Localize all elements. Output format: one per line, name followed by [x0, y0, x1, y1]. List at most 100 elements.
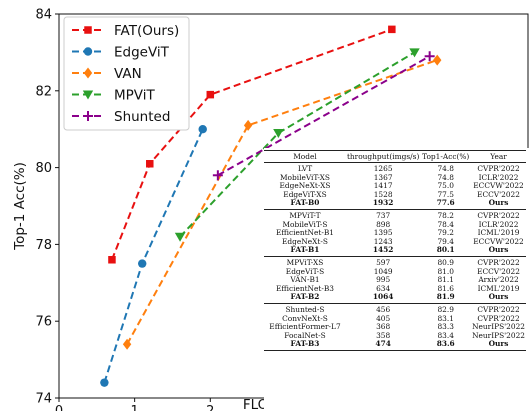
table-cell-year: CVPR'2022 — [477, 257, 520, 267]
y-tick-label: 78 — [35, 238, 52, 253]
table-cell-model: MPViT-XS — [286, 257, 324, 267]
table-cell-year: Ours — [471, 199, 526, 210]
table-row: FAT-B3 474 83.6 Ours — [264, 339, 526, 351]
data-point-edgevit — [100, 378, 109, 387]
table-cell-acc: 74.8 — [437, 164, 454, 173]
table-row: FocalNet-S 358 83.4 NeurIPS'2022 — [264, 330, 526, 341]
table-row: Shunted-S 456 82.9 CVPR'2022 — [264, 303, 526, 314]
table-header-year: Year — [471, 150, 526, 163]
table-cell-model: ConvNeXt-S — [282, 313, 328, 323]
y-tick-label: 76 — [35, 315, 52, 330]
table-cell-year: ECCV'2022 — [477, 189, 520, 199]
table-cell-model: EdgeViT-XS — [283, 189, 327, 199]
y-axis-label: Top-1 Acc(%) — [12, 162, 28, 251]
legend: FAT(Ours) EdgeViT VAN MPViT Shunted — [63, 16, 190, 131]
table-cell-year: CVPR'2022 — [477, 313, 520, 323]
table-cell-year: ECCV'2022 — [477, 266, 520, 276]
table-cell-model: EfficientNet-B3 — [275, 283, 334, 293]
table-cell-throughput: 737 — [376, 210, 391, 220]
table-cell-model: MPViT-T — [289, 210, 321, 220]
data-point-mpvit — [409, 48, 420, 58]
table-cell-throughput: 405 — [376, 313, 391, 323]
table-cell-throughput: 1395 — [373, 228, 393, 238]
table-cell-acc: 77.6 — [420, 199, 472, 210]
table-cell-model: FAT-B1 — [264, 246, 346, 257]
table-cell-year: NeurIPS'2022 — [472, 330, 525, 340]
data-point-edgevit — [138, 259, 147, 268]
table-cell-throughput: 898 — [376, 219, 391, 229]
data-point-fat-ours — [206, 90, 215, 99]
table-row: FAT-B1 1452 80.1 Ours — [264, 246, 526, 257]
table-cell-throughput: 1528 — [373, 189, 393, 199]
data-point-van — [243, 119, 253, 131]
table-row: FAT-B2 1064 81.9 Ours — [264, 292, 526, 304]
data-point-van — [122, 338, 132, 350]
table-cell-year: ECCVW'2022 — [473, 236, 524, 246]
y-tick-label: 80 — [35, 161, 52, 176]
table-row: FAT-B0 1932 77.6 Ours — [264, 199, 526, 210]
table-row: MobileViT-XS 1367 74.8 ICLR'2022 — [264, 172, 526, 183]
table-cell-model: EfficientFormer-L7 — [269, 322, 341, 332]
table-cell-acc: 81.0 — [437, 266, 454, 276]
table-row: MobileViT-S 898 78.4 ICLR'2022 — [264, 219, 526, 230]
table-row: EdgeNeXt-XS 1417 75.0 ECCVW'2022 — [264, 182, 526, 191]
table-cell-acc: 82.9 — [437, 304, 454, 314]
table-cell-model: EdgeNeXt-XS — [279, 181, 331, 191]
table-cell-model: FAT-B3 — [264, 339, 346, 351]
table-cell-year: CVPR'2022 — [477, 304, 520, 314]
table-row: EfficientNet-B3 634 81.6 ICML'2019 — [264, 283, 526, 294]
table-cell-throughput: 1064 — [345, 292, 421, 304]
table-header-throughput: throughput(imgs/s) — [345, 150, 421, 163]
table-cell-throughput: 1265 — [373, 164, 393, 173]
table-cell-acc: 80.1 — [420, 246, 472, 257]
table-header-model: Model — [264, 150, 346, 163]
table-cell-acc: 81.6 — [437, 283, 454, 293]
legend-marker-shunted — [83, 111, 93, 121]
table-cell-year: Ours — [471, 339, 526, 351]
table-cell-year: ECCVW'2022 — [473, 181, 524, 191]
series-line-mpvit — [179, 51, 416, 238]
legend-marker-mpvit — [82, 90, 94, 100]
table-cell-model: MobileViT-S — [282, 219, 328, 229]
data-point-mpvit — [273, 129, 284, 139]
table-cell-year: Arxiv'2022 — [478, 275, 519, 285]
data-point-fat-ours — [146, 160, 154, 168]
y-tick-label: 82 — [35, 84, 52, 99]
table-header-row: Model throughput(imgs/s) Top1-Acc(%) Yea… — [264, 150, 526, 163]
table-cell-throughput: 634 — [376, 283, 391, 293]
table-row: LVT 1265 74.8 CVPR'2022 — [264, 163, 526, 174]
table-cell-model: FAT-B2 — [264, 292, 346, 304]
table-cell-throughput: 1367 — [373, 172, 393, 182]
data-point-shunted — [212, 170, 223, 181]
table-cell-model: LVT — [297, 164, 313, 173]
x-tick-label: 2 — [206, 404, 214, 411]
table-cell-acc: 81.1 — [437, 275, 454, 285]
table-cell-year: ICML'2019 — [477, 283, 520, 293]
x-tick-label: 1 — [131, 404, 139, 411]
table-cell-acc: 79.4 — [437, 236, 454, 246]
table-row: EdgeViT-XS 1528 77.5 ECCV'2022 — [264, 189, 526, 200]
table-cell-acc: 79.2 — [437, 228, 454, 238]
series-line-edgevit — [103, 128, 204, 383]
series-line-shunted — [217, 55, 431, 177]
data-point-edgevit — [198, 125, 207, 134]
table-cell-model: MobileViT-XS — [279, 172, 330, 182]
y-tick-label: 74 — [35, 392, 52, 407]
table-row: EfficientNet-B1 1395 79.2 ICML'2019 — [264, 229, 526, 238]
table-cell-year: NeurIPS'2022 — [472, 322, 525, 332]
data-point-fat-ours — [388, 25, 396, 34]
table-cell-throughput: 1243 — [373, 236, 393, 246]
table-cell-year: CVPR'2022 — [477, 210, 520, 220]
legend-label-edgevit: EdgeViT — [114, 45, 170, 61]
table-cell-acc: 77.5 — [437, 189, 454, 199]
table-header-acc: Top1-Acc(%) — [420, 150, 472, 163]
data-point-mpvit — [174, 232, 186, 242]
table-cell-year: ICLR'2022 — [478, 172, 519, 182]
table-cell-acc: 74.8 — [437, 172, 454, 182]
table-cell-throughput: 474 — [345, 339, 421, 351]
legend-label-fat-ours: FAT(Ours) — [114, 23, 179, 39]
table-cell-year: ICLR'2022 — [478, 219, 519, 229]
table-cell-acc: 75.0 — [437, 181, 454, 191]
table-cell-year: CVPR'2022 — [477, 164, 520, 173]
table-cell-model: VAN-B1 — [290, 275, 320, 285]
